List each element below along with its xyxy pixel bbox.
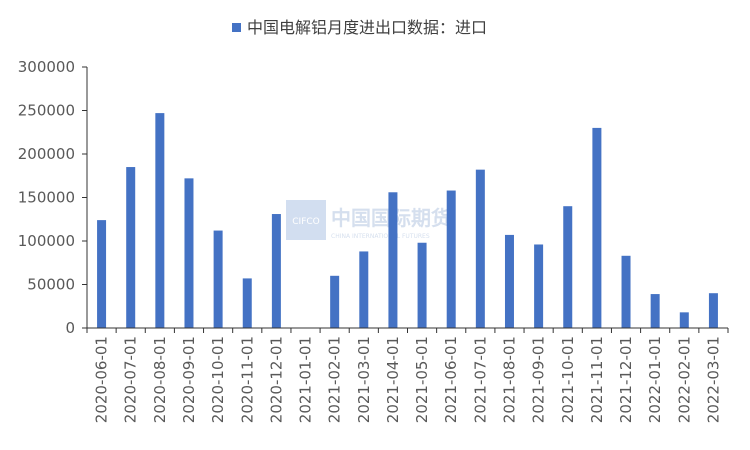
watermark-logo-box xyxy=(286,200,326,240)
bar xyxy=(563,206,573,328)
bar xyxy=(621,255,631,328)
y-tick-label: 200000 xyxy=(18,145,75,163)
x-tick-label: 2020-09-01 xyxy=(180,336,198,423)
x-tick-label: 2022-01-01 xyxy=(646,336,664,423)
x-tick-label: 2021-11-01 xyxy=(588,336,606,423)
bar xyxy=(330,275,340,328)
x-tick-label: 2020-08-01 xyxy=(151,336,169,423)
x-tick-label: 2021-01-01 xyxy=(297,336,315,423)
bar xyxy=(213,230,223,328)
bar xyxy=(271,214,281,328)
y-tick-label: 300000 xyxy=(18,58,75,76)
watermark-en-text: CHINA INTERNATIONAL FUTURES xyxy=(331,233,430,240)
bar xyxy=(388,192,398,328)
legend: 中国电解铝月度进出口数据：进口 xyxy=(232,18,487,37)
bar xyxy=(126,167,136,328)
bar xyxy=(504,234,514,328)
bar xyxy=(650,294,660,328)
bar xyxy=(475,169,485,328)
x-tick-label: 2021-06-01 xyxy=(442,336,460,423)
bar xyxy=(679,312,689,328)
x-tick-label: 2021-07-01 xyxy=(471,336,489,423)
x-tick-label: 2021-10-01 xyxy=(559,336,577,423)
bar xyxy=(446,190,456,328)
x-axis-ticks: 2020-06-01 2020-07-01 2020-08-01 2020-09-01… xyxy=(93,336,723,423)
bar xyxy=(242,278,252,328)
y-tick-label: 50000 xyxy=(27,276,75,294)
x-tick-label: 2021-08-01 xyxy=(500,336,518,423)
x-tick-label: 2021-12-01 xyxy=(617,336,635,423)
y-axis-ticks: 0 50000 100000 150000 200000 250000 300000 xyxy=(18,58,87,337)
x-tick-label: 2020-12-01 xyxy=(267,336,285,423)
watermark-logo-text: CIFCO xyxy=(292,217,319,227)
bars xyxy=(97,113,718,329)
x-tick-label: 2022-03-01 xyxy=(704,336,722,423)
x-tick-label: 2022-02-01 xyxy=(675,336,693,423)
legend-label: 中国电解铝月度进出口数据：进口 xyxy=(247,18,487,37)
x-tick-label: 2021-05-01 xyxy=(413,336,431,423)
x-tick-label: 2020-11-01 xyxy=(238,336,256,423)
x-tick-label: 2021-02-01 xyxy=(326,336,344,423)
x-tick-label: 2020-07-01 xyxy=(122,336,140,423)
watermark: CIFCO 中国国际期货 CHINA INTERNATIONAL FUTURES xyxy=(286,200,451,240)
legend-swatch xyxy=(232,23,241,32)
x-axis-tickmarks xyxy=(86,328,729,333)
y-tick-label: 0 xyxy=(65,319,75,337)
y-tick-label: 250000 xyxy=(18,102,75,120)
bar xyxy=(155,113,165,328)
x-tick-label: 2020-06-01 xyxy=(93,336,111,423)
x-tick-label: 2021-03-01 xyxy=(355,336,373,423)
bar xyxy=(359,251,369,328)
bar xyxy=(184,178,194,328)
y-tick-label: 100000 xyxy=(18,232,75,250)
y-tick-label: 150000 xyxy=(18,189,75,207)
bar xyxy=(417,242,427,328)
bar xyxy=(708,293,718,328)
bar xyxy=(97,220,107,328)
x-tick-label: 2021-04-01 xyxy=(384,336,402,423)
bar xyxy=(534,244,544,328)
bar xyxy=(592,127,602,329)
x-tick-label: 2020-10-01 xyxy=(209,336,227,423)
x-tick-label: 2021-09-01 xyxy=(530,336,548,423)
